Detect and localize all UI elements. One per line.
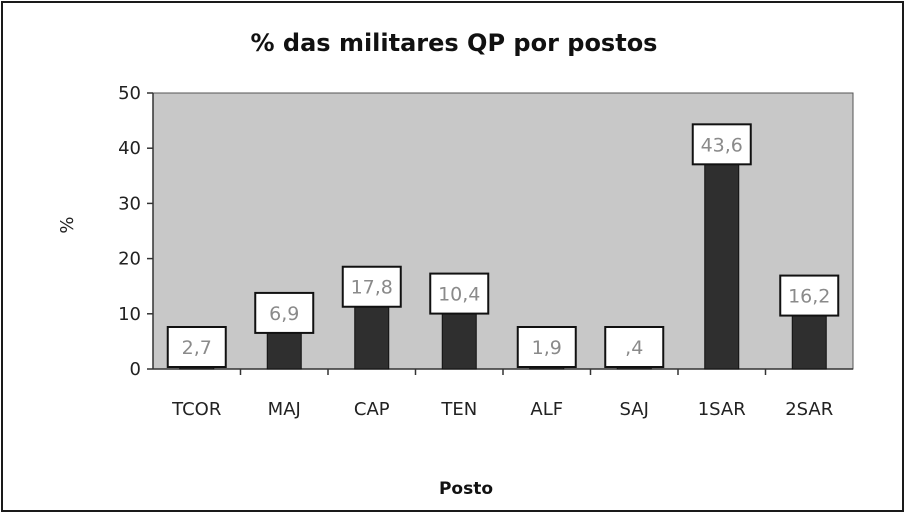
bar-maj [266,330,302,370]
x-axis-label: Posto [439,479,493,499]
bar-ten [441,311,477,370]
y-tick-label: 0 [130,359,141,380]
y-tick-label: 10 [118,304,141,325]
data-label: 43,6 [701,134,743,156]
y-axis-label: % [57,216,78,233]
data-label-box [779,274,840,317]
x-tick-label: TCOR [171,399,221,420]
data-label-box [516,326,577,368]
x-tick-label: ALF [530,399,563,420]
x-tick-label: 1SAR [698,399,746,420]
bar-1sar [704,127,740,370]
data-label: 2,7 [182,337,212,359]
data-label: 1,9 [532,337,562,359]
data-label: ,4 [625,337,643,359]
y-tick-label: 50 [118,83,141,104]
data-label-box [166,326,227,368]
data-label: 6,9 [269,303,299,325]
x-tick-label: SAJ [620,399,649,420]
data-label: 16,2 [788,286,830,308]
data-label: 17,8 [351,277,393,299]
y-tick-label: 30 [118,193,141,214]
data-label-box [254,291,315,334]
data-label-box [429,272,490,315]
y-tick-label: 40 [118,138,141,159]
data-label-box [604,326,665,368]
data-label: 10,4 [438,284,480,306]
x-tick-label: TEN [440,399,477,420]
data-label-box [341,265,402,308]
x-tick-label: CAP [354,399,390,420]
chart-title: % das militares QP por postos [251,29,658,57]
y-tick-label: 20 [118,249,141,270]
data-label-box [691,123,752,166]
x-tick-label: 2SAR [785,399,833,420]
x-tick-label: MAJ [268,399,301,420]
